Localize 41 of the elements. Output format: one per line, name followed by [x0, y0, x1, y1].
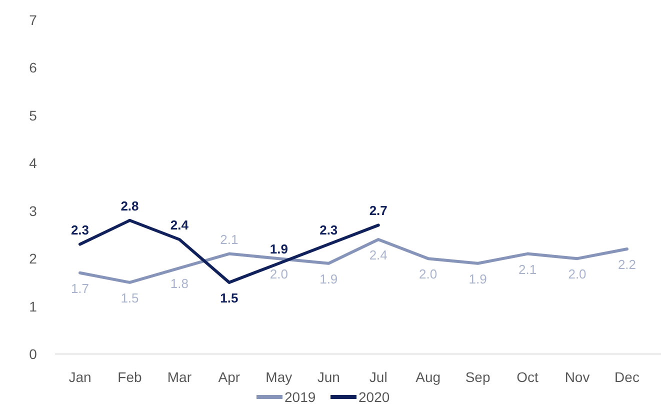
data-label: 2.0 [419, 266, 438, 282]
data-label: 1.7 [70, 280, 90, 296]
data-label: 1.8 [170, 276, 188, 292]
data-label: 2.7 [369, 203, 388, 218]
x-tick-label: Oct [516, 369, 539, 385]
y-tick-label: 0 [29, 346, 38, 362]
data-label: 2.0 [568, 266, 586, 282]
x-tick-label: Jan [68, 369, 92, 385]
data-label: 1.9 [320, 271, 338, 286]
legend-label: 2020 [358, 389, 390, 405]
y-tick-label: 3 [29, 202, 38, 219]
x-tick-label: Aug [416, 369, 441, 385]
data-label: 1.9 [270, 241, 288, 256]
x-tick-label: May [266, 369, 292, 385]
x-tick-label: Jul [369, 369, 388, 385]
x-tick-label: Jun [317, 369, 340, 385]
x-tick-label: Nov [564, 369, 590, 385]
x-tick-label: Apr [218, 369, 240, 385]
x-tick-label: Sep [465, 369, 490, 385]
data-label: 2.3 [320, 222, 338, 238]
data-label: 2.4 [369, 247, 388, 262]
data-label: 2.8 [120, 198, 139, 214]
data-label: 2.0 [270, 266, 288, 282]
legend-label: 2019 [284, 389, 316, 405]
data-label: 2.1 [220, 232, 238, 247]
data-label: 2.2 [618, 257, 636, 272]
x-tick-label: Feb [118, 369, 142, 385]
data-label: 2.3 [70, 222, 90, 238]
data-label: 2.4 [170, 217, 190, 232]
data-label: 1.5 [120, 290, 139, 306]
x-tick-label: Mar [167, 369, 192, 385]
data-label: 1.9 [468, 271, 487, 286]
data-label: 2.1 [518, 262, 537, 277]
x-tick-label: Dec [614, 369, 640, 385]
y-tick-label: 1 [29, 298, 38, 314]
y-tick-label: 6 [29, 60, 38, 76]
y-tick-label: 7 [29, 12, 38, 28]
y-tick-label: 2 [29, 250, 38, 267]
y-tick-label: 4 [29, 155, 38, 172]
y-tick-label: 5 [29, 107, 38, 124]
data-label: 1.5 [220, 290, 238, 306]
